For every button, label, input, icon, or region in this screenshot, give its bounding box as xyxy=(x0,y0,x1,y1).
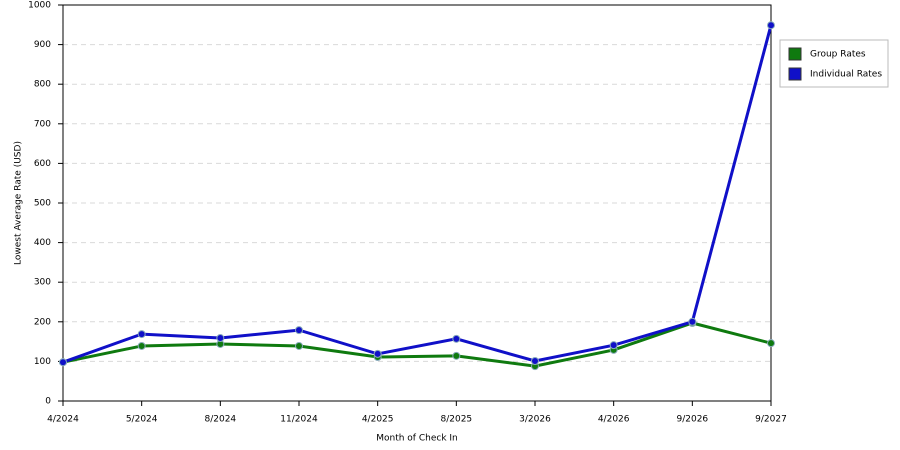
y-tick-label: 300 xyxy=(34,278,51,288)
y-tick-label: 800 xyxy=(34,80,51,90)
data-point xyxy=(531,357,539,366)
x-tick-label: 8/2025 xyxy=(440,415,472,425)
y-tick-label: 700 xyxy=(34,119,51,129)
x-tick-label: 9/2026 xyxy=(676,415,708,425)
y-tick-label: 1000 xyxy=(28,1,51,11)
data-point xyxy=(137,330,146,339)
y-tick-label: 200 xyxy=(34,317,51,327)
x-tick-label: 4/2024 xyxy=(47,415,79,425)
data-point xyxy=(609,341,618,350)
x-tick-label: 11/2024 xyxy=(280,415,318,425)
x-tick-label: 4/2026 xyxy=(598,415,630,425)
data-point xyxy=(767,21,775,30)
data-point xyxy=(295,341,303,350)
data-point xyxy=(767,339,775,348)
legend-swatch xyxy=(788,67,802,81)
legend-label: Group Rates xyxy=(810,50,866,60)
x-axis-label: Month of Check In xyxy=(376,434,458,444)
data-point xyxy=(373,349,382,358)
plot-frame xyxy=(62,4,772,402)
x-tick-label: 8/2024 xyxy=(204,415,236,425)
x-tick-label: 5/2024 xyxy=(126,415,158,425)
data-point xyxy=(295,326,303,335)
series-line xyxy=(62,321,772,368)
data-point xyxy=(216,334,225,343)
data-point xyxy=(452,351,461,360)
x-tick-label: 9/2027 xyxy=(755,415,787,425)
x-tick-label: 4/2025 xyxy=(362,415,394,425)
legend-swatch xyxy=(788,47,802,61)
y-axis-label: Lowest Average Rate (USD) xyxy=(14,141,24,265)
x-tick-label: 3/2026 xyxy=(519,415,551,425)
y-tick-label: 100 xyxy=(34,357,51,367)
y-tick-label: 400 xyxy=(34,238,51,248)
data-point xyxy=(59,358,67,367)
data-point xyxy=(688,317,697,326)
y-tick-label: 0 xyxy=(45,397,51,407)
y-tick-label: 500 xyxy=(34,199,51,209)
y-tick-label: 900 xyxy=(34,40,51,50)
y-tick-label: 600 xyxy=(34,159,51,169)
legend-label: Individual Rates xyxy=(810,70,882,80)
series-line xyxy=(62,24,773,364)
data-point xyxy=(137,341,146,350)
data-point xyxy=(452,334,461,343)
